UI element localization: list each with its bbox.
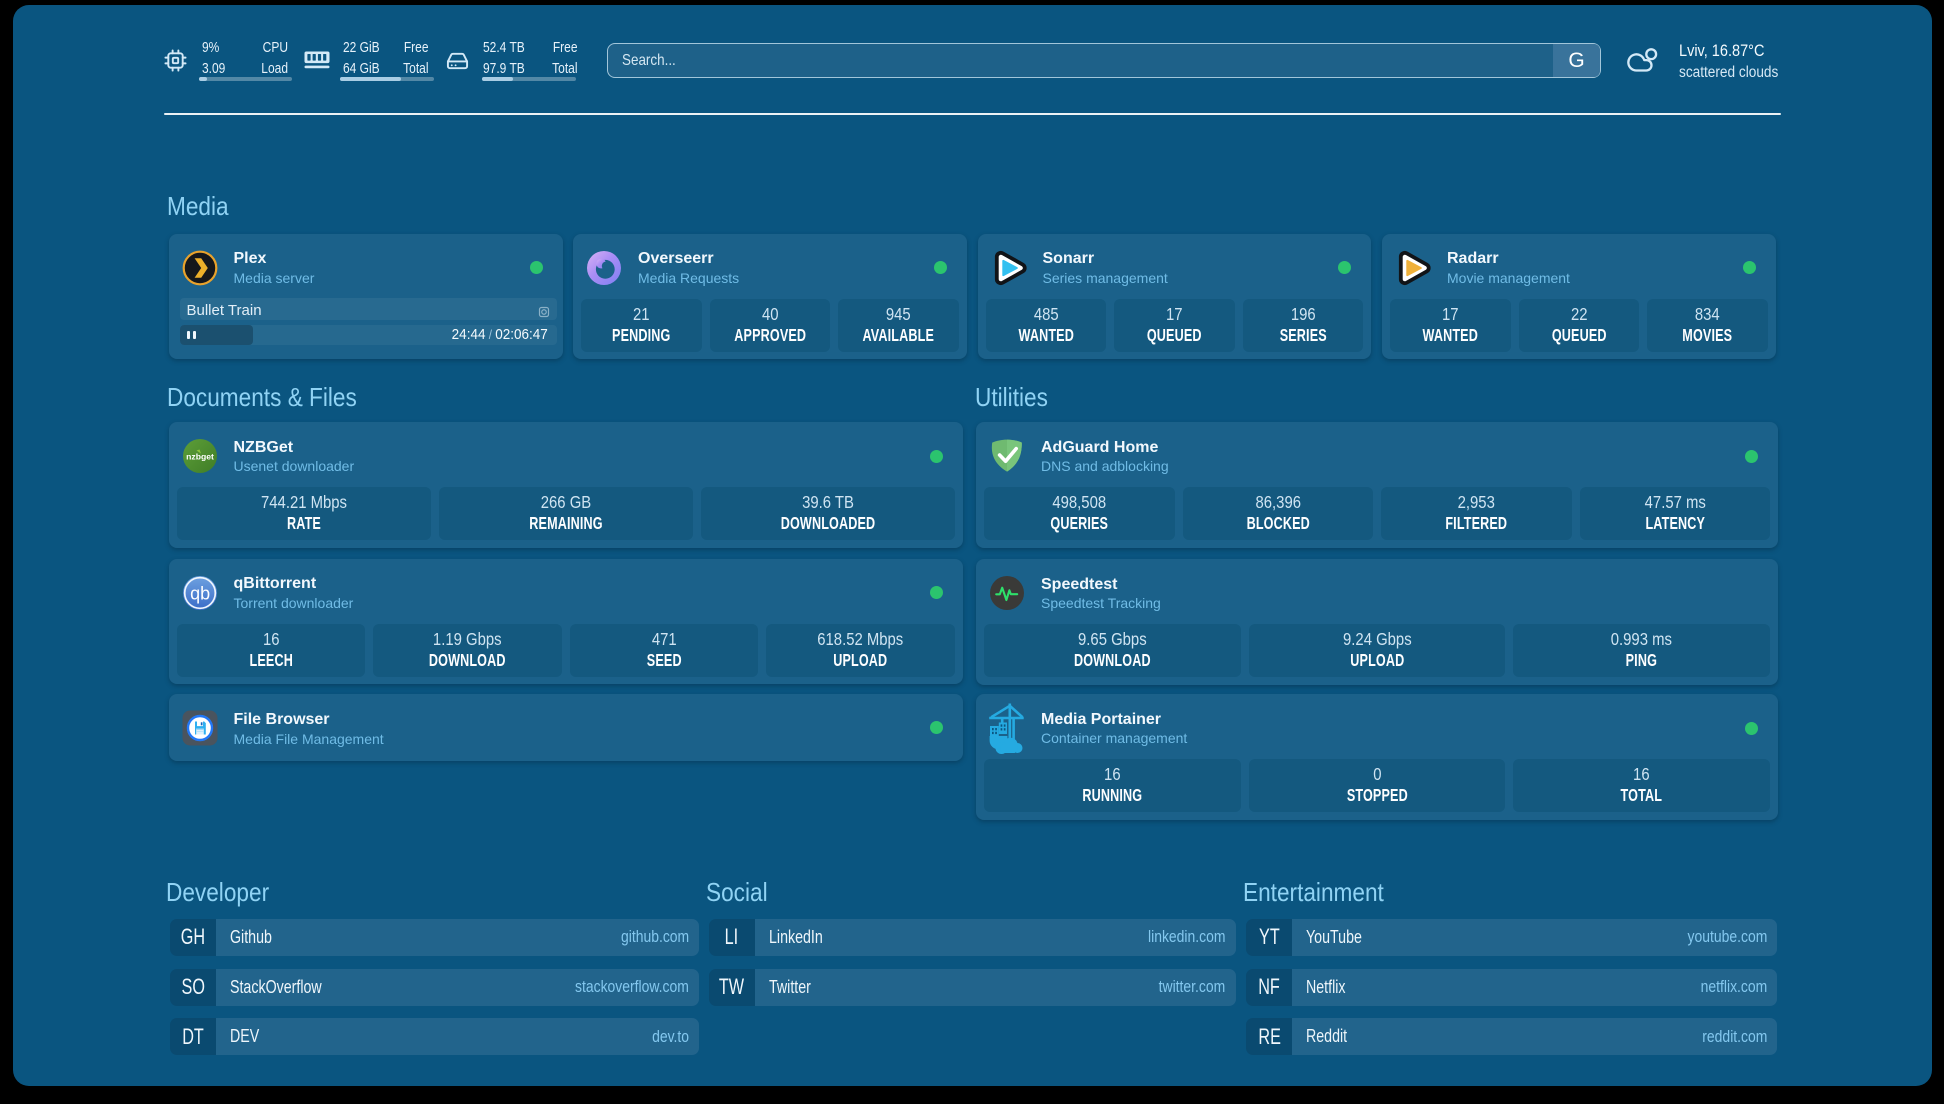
svg-text:qb: qb — [190, 583, 210, 603]
svg-text:nzbget: nzbget — [186, 452, 214, 462]
